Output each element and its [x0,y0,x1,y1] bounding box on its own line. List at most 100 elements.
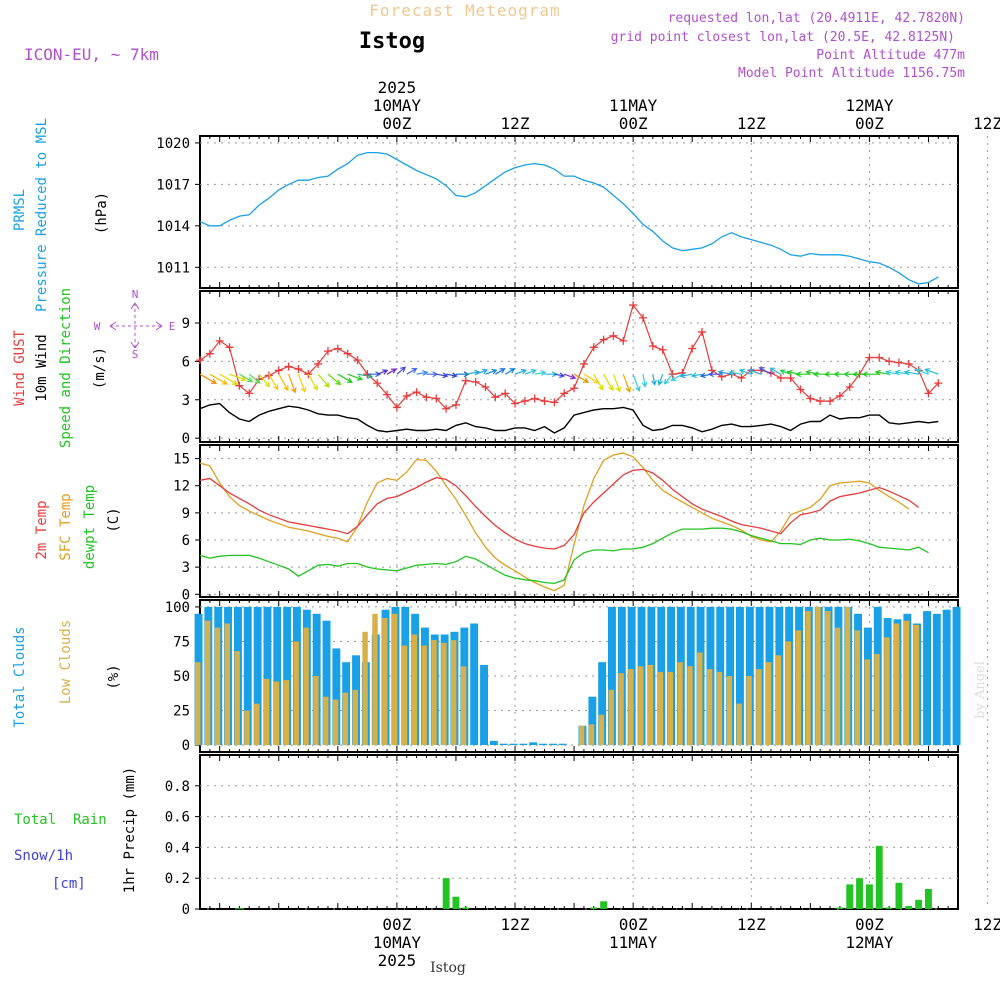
gust-point [471,377,480,386]
compass-arrow-n [130,302,140,310]
top-time-label: 12Z [973,114,1000,133]
low-clouds-bar [342,692,349,746]
low-clouds-bar [372,613,378,746]
gust-point [904,359,913,368]
gust-point [392,403,401,412]
top-time-label: 00Z [382,114,411,133]
low-clouds-bar [903,620,910,746]
total-clouds-bar [923,611,931,746]
wind-arrow [475,368,489,375]
wind-arrow [229,373,247,382]
gust-point [442,404,451,413]
total-clouds-bar [489,740,498,745]
gust-point [530,394,539,403]
low-clouds-bar [775,655,782,746]
snow-unit-label: [cm] [52,876,86,892]
clouds-ytick-label: 75 [173,634,190,650]
low-clouds-bar [273,681,280,746]
total-clouds-bar [243,606,252,746]
gust-point [422,393,431,402]
clouds-unit: (%) [106,664,122,689]
wind-label: 10m Wind [34,334,50,401]
wind-arrow [728,369,742,376]
low-clouds-bar [362,631,368,746]
low-clouds-bar [451,640,457,746]
gust-point [284,362,293,371]
total-clouds-bar [322,620,331,746]
temp-unit: (C) [106,507,122,532]
wind-arrow [416,370,429,376]
footer-location: Istog [430,960,466,976]
low-clouds-bar [795,630,801,746]
top-time-label: 2025 [378,78,417,97]
low-clouds-bar [441,642,447,746]
total-clouds-bar [952,606,961,746]
gust-point [540,397,549,406]
gust-point [698,327,707,336]
low-clouds-bar [677,662,683,746]
chart-title: Forecast Meteogram [369,1,560,20]
rain-bar [885,907,893,909]
total-clouds-bar [480,664,488,745]
gust-point [619,336,628,345]
low-clouds-bar [214,627,221,746]
gust-point [451,400,460,409]
low-clouds-bar [697,652,703,746]
gust-point [550,398,559,407]
low-clouds-bar [894,623,900,746]
total-clouds-bar [942,609,951,746]
compass-arrow-w [109,321,117,331]
location-title: Istog [359,29,425,54]
wind-arrow [307,373,318,391]
gust-point [343,349,352,358]
top-time-label: 12MAY [845,96,894,115]
dew-temp-label: dewpt Temp [82,485,98,569]
wind-arrow [347,373,364,381]
total-clouds-bar [529,742,538,746]
pressure-ytick-label: 1020 [156,136,190,152]
gust-point [638,313,647,322]
sfc-temp-label: SFC Temp [58,493,74,560]
gust-point [314,359,323,368]
gust-point [373,379,382,388]
wind-arrow [769,367,782,375]
wind-arrow [795,371,811,378]
gust-point [648,342,657,351]
total-clouds-bar [736,606,744,746]
wind-arrow [679,372,693,379]
wind-arrow [874,369,890,376]
wind-ytick-label: 0 [182,431,190,447]
wind-arrow [861,371,880,378]
top-time-label: 12Z [737,114,766,133]
total-clouds-bar [283,606,292,746]
wind-side-labels: Wind GUST 10m Wind Speed and Direction (… [12,288,175,448]
gust-point [796,385,805,394]
pressure-ytick-label: 1014 [156,219,190,235]
pressure-panel: 1011 1014 1017 1020 [156,135,989,289]
compass-rose: N W E S [94,288,176,361]
low-clouds-bar [638,666,644,746]
wind-arrow [748,368,762,375]
wind-arrow [738,368,752,375]
pressure-frame [199,135,959,289]
wind-arrow [612,373,622,393]
low-clouds-bar [884,637,890,746]
wind-arrow [317,373,330,388]
gust-point [668,370,677,379]
total-clouds-bar [549,743,557,746]
wind-dir-label: Speed and Direction [58,288,74,448]
temp-dew-series-line [199,527,929,585]
low-clouds-bar [608,689,614,746]
wind-arrow [663,373,673,385]
low-clouds-bar [736,703,742,746]
low-clouds-bar [716,671,723,746]
compass-south: S [132,348,139,361]
low-clouds-bar [628,669,634,746]
precip-ytick-label: 0.6 [165,810,190,826]
rain-bar [836,907,844,909]
wind-ytick-label: 6 [182,354,190,370]
low-clouds-bar [392,613,398,746]
gust-label: Wind GUST [12,330,28,406]
wind-arrow [396,366,407,375]
low-clouds-bar [854,630,860,746]
